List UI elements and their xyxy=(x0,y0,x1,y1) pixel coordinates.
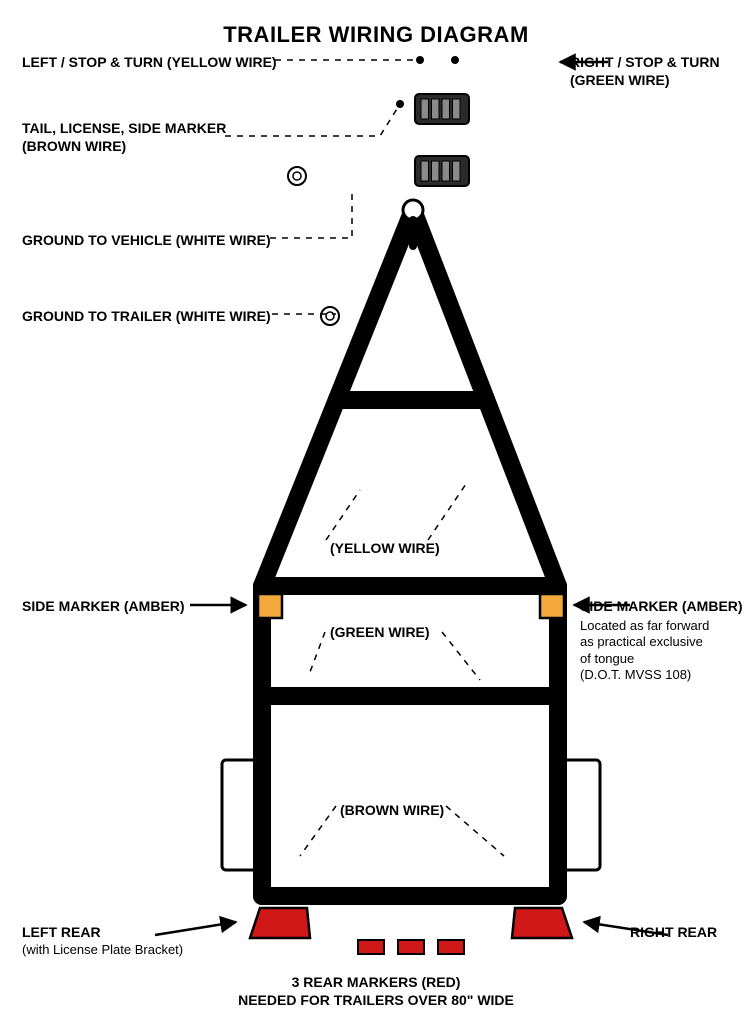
label-brown-wire: (BROWN WIRE) xyxy=(340,802,444,820)
label-green-wire: (GREEN WIRE) xyxy=(330,624,430,642)
label-tail-license: TAIL, LICENSE, SIDE MARKER (BROWN WIRE) xyxy=(22,120,226,155)
trailer-wiring-diagram: TRAILER WIRING DIAGRAM LEFT / STOP & TUR… xyxy=(0,0,752,1024)
note-side-marker-right: Located as far forward as practical excl… xyxy=(580,618,709,683)
label-right-rear: RIGHT REAR xyxy=(630,924,717,942)
label-left-rear: LEFT REAR xyxy=(22,924,101,942)
footer-line1: 3 REAR MARKERS (RED) xyxy=(0,974,752,992)
label-yellow-wire: (YELLOW WIRE) xyxy=(330,540,440,558)
note-left-rear: (with License Plate Bracket) xyxy=(22,942,183,958)
label-ground-trailer: GROUND TO TRAILER (WHITE WIRE) xyxy=(22,308,271,326)
footer-line2: NEEDED FOR TRAILERS OVER 80" WIDE xyxy=(0,992,752,1010)
diagram-title: TRAILER WIRING DIAGRAM xyxy=(0,22,752,48)
label-right-stop-turn: RIGHT / STOP & TURN (GREEN WIRE) xyxy=(570,54,720,89)
label-ground-vehicle: GROUND TO VEHICLE (WHITE WIRE) xyxy=(22,232,271,250)
label-left-stop-turn: LEFT / STOP & TURN (YELLOW WIRE) xyxy=(22,54,277,72)
label-side-marker-left: SIDE MARKER (AMBER) xyxy=(22,598,185,616)
label-side-marker-right: SIDE MARKER (AMBER) xyxy=(580,598,743,616)
